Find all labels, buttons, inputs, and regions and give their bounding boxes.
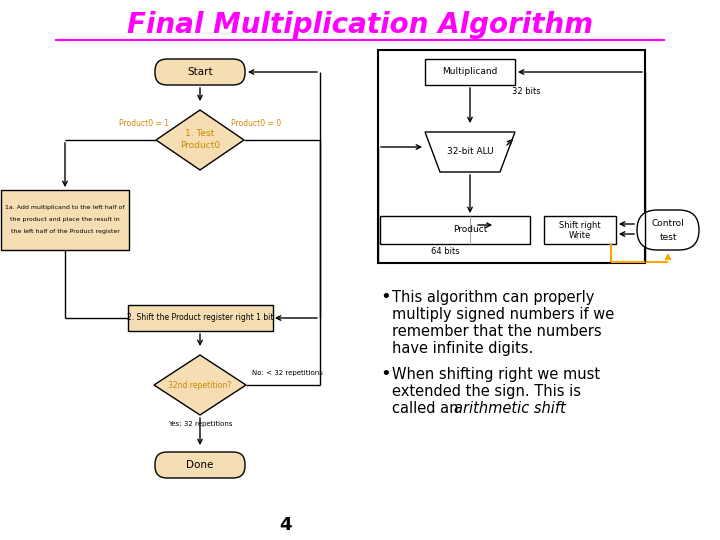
Text: 1. Test: 1. Test (185, 130, 215, 138)
Bar (1, 190, 129, 250)
Bar (544, 216, 616, 244)
Text: When shifting right we must: When shifting right we must (392, 367, 600, 382)
Text: test: test (660, 233, 677, 241)
Text: multiply signed numbers if we: multiply signed numbers if we (392, 307, 614, 322)
Text: 2. Shift the Product register right 1 bit: 2. Shift the Product register right 1 bi… (127, 314, 274, 322)
Bar (378, 50, 645, 263)
Text: 32nd repetition?: 32nd repetition? (168, 381, 232, 389)
FancyBboxPatch shape (637, 210, 699, 250)
Text: Product: Product (453, 226, 487, 234)
Text: called an: called an (392, 401, 463, 416)
Text: remember that the numbers: remember that the numbers (392, 324, 602, 339)
Text: the product and place the result in: the product and place the result in (10, 218, 120, 222)
Bar (127, 305, 272, 331)
Text: •: • (380, 288, 391, 306)
Text: Yes: 32 repetitions: Yes: 32 repetitions (168, 421, 233, 427)
Text: 32-bit ALU: 32-bit ALU (446, 147, 493, 157)
Text: Start: Start (187, 67, 213, 77)
Text: the left half of the Product register: the left half of the Product register (11, 230, 120, 234)
Polygon shape (156, 110, 244, 170)
Text: .: . (549, 401, 554, 416)
Text: Final Multiplication Algorithm: Final Multiplication Algorithm (127, 11, 593, 39)
Text: Control: Control (652, 219, 685, 227)
Text: Product0 = 0: Product0 = 0 (231, 119, 281, 128)
Text: No: < 32 repetitions: No: < 32 repetitions (252, 370, 323, 376)
Text: This algorithm can properly: This algorithm can properly (392, 290, 595, 305)
Text: Shift right: Shift right (559, 220, 600, 230)
Text: extended the sign. This is: extended the sign. This is (392, 384, 581, 399)
Text: 32 bits: 32 bits (512, 87, 541, 97)
Text: Product0 = 1: Product0 = 1 (119, 119, 169, 128)
Text: have infinite digits.: have infinite digits. (392, 341, 534, 356)
Polygon shape (425, 132, 515, 172)
FancyBboxPatch shape (155, 59, 245, 85)
Text: 4: 4 (279, 516, 292, 534)
Polygon shape (154, 355, 246, 415)
Bar (380, 216, 530, 244)
Text: 1a. Add multiplicand to the left half of: 1a. Add multiplicand to the left half of (5, 206, 125, 211)
Text: •: • (380, 365, 391, 383)
Text: arithmetic shift: arithmetic shift (454, 401, 565, 416)
Text: Multiplicand: Multiplicand (442, 68, 498, 77)
FancyBboxPatch shape (155, 452, 245, 478)
Text: 64 bits: 64 bits (431, 247, 459, 256)
Text: Product0: Product0 (180, 141, 220, 151)
Text: Write: Write (569, 231, 591, 240)
Bar (425, 59, 515, 85)
Text: Done: Done (186, 460, 214, 470)
